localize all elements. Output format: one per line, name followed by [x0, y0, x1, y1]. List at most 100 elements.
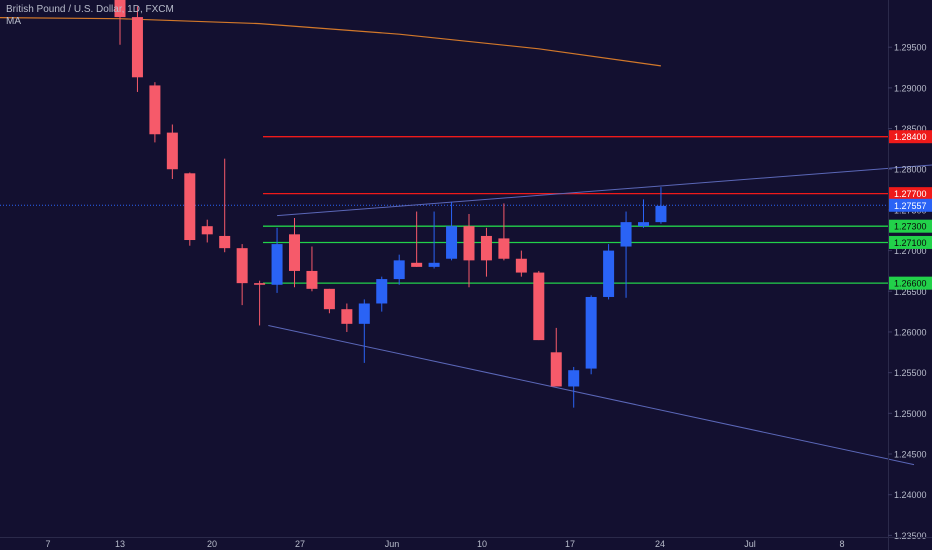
candle — [603, 244, 615, 300]
candle — [289, 218, 300, 288]
candle — [149, 82, 161, 143]
x-tick-label: Jul — [744, 539, 756, 549]
y-tick-label: 1.29000 — [894, 83, 927, 93]
candles — [114, 0, 667, 408]
candle-body — [376, 279, 388, 304]
support-price-label-text: 1.27100 — [894, 238, 927, 248]
support-price-label-text: 1.27300 — [894, 222, 927, 232]
candle-body — [323, 288, 335, 310]
candle-body — [149, 85, 161, 135]
x-tick-label: 7 — [45, 539, 50, 549]
candle — [428, 211, 440, 269]
candle-body — [655, 205, 667, 223]
support-price-label: 1.26600 — [889, 276, 932, 290]
candle-body — [533, 272, 545, 341]
indicator-label: MA — [6, 16, 21, 27]
candle — [323, 288, 335, 314]
candle-body — [515, 258, 527, 273]
candle-body — [254, 283, 266, 285]
support-price-label: 1.27100 — [889, 235, 932, 249]
y-tick-label: 1.25000 — [894, 409, 927, 419]
candle-body — [480, 235, 492, 261]
candle — [166, 124, 178, 179]
resistance-price-label: 1.27700 — [889, 187, 932, 201]
candle — [638, 199, 649, 228]
candle — [498, 203, 510, 261]
candle-body — [638, 222, 649, 227]
candle-body — [585, 296, 597, 369]
candle — [306, 246, 318, 292]
candle — [550, 327, 562, 387]
candle-body — [131, 17, 143, 78]
trendline — [268, 324, 915, 466]
y-tick-label: 1.27000 — [894, 246, 927, 256]
x-tick-label: 24 — [655, 539, 665, 549]
candle — [201, 219, 213, 243]
candle-body — [201, 226, 213, 235]
candle — [655, 187, 667, 224]
resistance-price-label-text: 1.27700 — [894, 189, 927, 199]
candle — [393, 254, 405, 285]
y-tick-label: 1.28000 — [894, 165, 927, 175]
symbol-title: British Pound / U.S. Dollar, 1D, FXCM — [6, 4, 174, 15]
candle-body — [446, 226, 458, 259]
candle-body — [603, 250, 615, 297]
candle-body — [219, 235, 231, 249]
candle — [341, 303, 353, 332]
candle — [620, 211, 632, 298]
y-tick-label: 1.23500 — [894, 531, 927, 541]
candle-body — [498, 238, 510, 259]
candle-body — [271, 244, 283, 285]
x-tick-label: 20 — [207, 539, 217, 549]
support-price-label-bg — [889, 235, 932, 249]
candle — [376, 276, 388, 312]
y-tick-label: 1.25500 — [894, 368, 927, 378]
candle — [131, 6, 143, 92]
candle — [236, 244, 248, 306]
resistance-price-label-bg — [889, 130, 932, 144]
support-price-label: 1.27300 — [889, 219, 932, 233]
candle — [358, 299, 370, 363]
x-tick-label: 8 — [839, 539, 844, 549]
candle — [480, 227, 492, 277]
candle — [271, 227, 283, 293]
candle-body — [358, 303, 370, 324]
moving-average-line — [0, 16, 661, 67]
x-tick-label: 13 — [115, 539, 125, 549]
candle-body — [550, 352, 562, 387]
candle — [568, 366, 580, 408]
candle-body — [411, 262, 423, 267]
candle — [446, 201, 458, 261]
price-axis: 1.295001.290001.285001.280001.275001.270… — [888, 0, 932, 550]
candle-body — [306, 270, 318, 289]
candle — [411, 211, 423, 267]
candle-body — [341, 309, 353, 324]
candle-body — [393, 260, 405, 280]
x-tick-label: Jun — [385, 539, 400, 549]
candle — [463, 213, 475, 288]
candle-body — [236, 248, 248, 284]
y-tick-label: 1.24500 — [894, 450, 927, 460]
candle — [515, 250, 527, 277]
current-price-label-text: 1.27557 — [894, 201, 927, 211]
candle-body — [463, 226, 475, 261]
resistance-price-label-text: 1.28400 — [894, 132, 927, 142]
candle-body — [428, 262, 440, 267]
x-tick-label: 10 — [477, 539, 487, 549]
x-tick-label: 17 — [565, 539, 575, 549]
moving-average — [0, 16, 661, 67]
candle — [533, 270, 545, 341]
y-tick-label: 1.26000 — [894, 327, 927, 337]
y-tick-label: 1.28500 — [894, 124, 927, 134]
candle-body — [184, 173, 196, 241]
resistance-price-label: 1.28400 — [889, 130, 932, 144]
chart-legend: British Pound / U.S. Dollar, 1D, FXCM MA — [6, 4, 174, 28]
current-price-label-bg — [889, 198, 932, 212]
y-tick-label: 1.26500 — [894, 287, 927, 297]
horizontal-levels — [0, 136, 888, 284]
x-tick-label: 27 — [295, 539, 305, 549]
candle — [184, 172, 196, 246]
resistance-price-label-bg — [889, 187, 932, 201]
